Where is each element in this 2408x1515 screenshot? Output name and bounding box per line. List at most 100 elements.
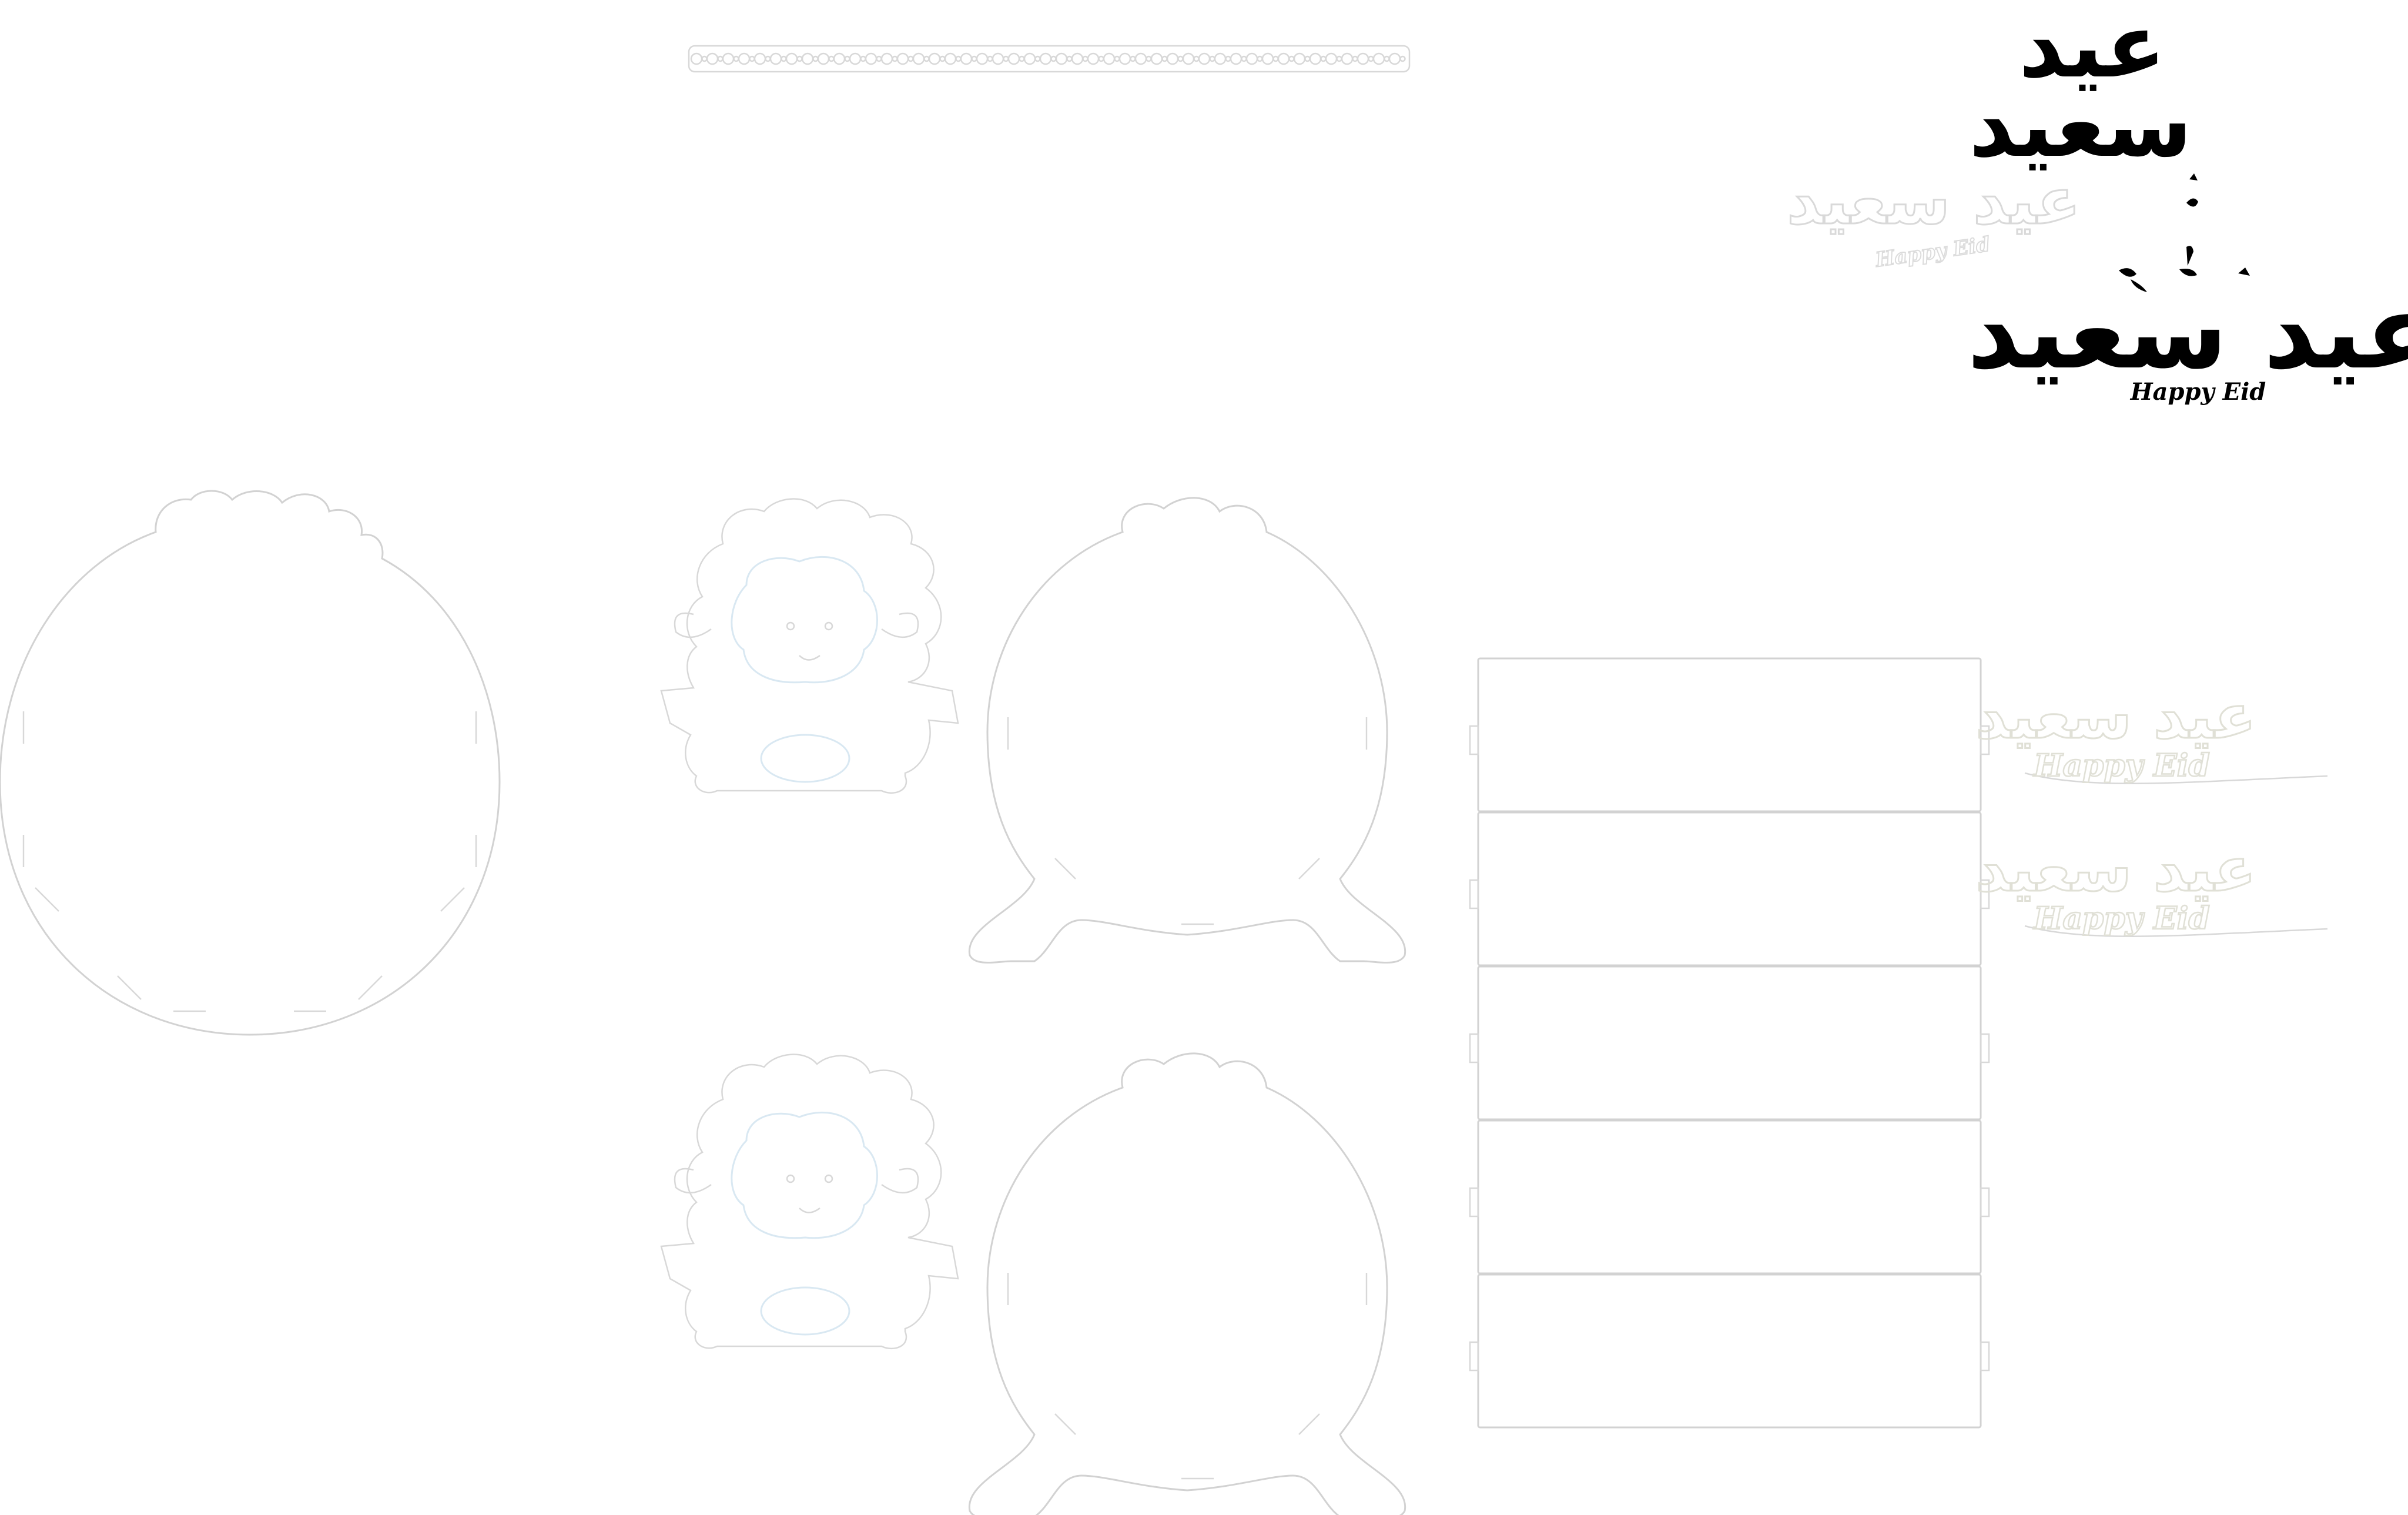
lace-loop [1039, 52, 1052, 65]
plaque-top-arabic: عيد سعيد [1975, 681, 2256, 753]
eid-word-top: عيد [2019, 0, 2166, 98]
lace-dot [892, 55, 898, 62]
lace-loop [1071, 52, 1084, 65]
lace-loop [722, 52, 735, 65]
lace-dot [907, 55, 914, 62]
lace-loop [706, 52, 719, 65]
large-round-panel [0, 490, 501, 1036]
lace-dot [1177, 55, 1184, 62]
lace-loop [1055, 52, 1068, 65]
plaque-top-english: Happy Eid [2032, 748, 2210, 784]
panel-tab [1469, 1033, 1479, 1063]
lace-dot [971, 55, 977, 62]
lace-dot [1384, 55, 1390, 62]
lace-loop [928, 52, 941, 65]
lace-dot [765, 55, 771, 62]
lace-dot [844, 55, 850, 62]
lace-dot [1050, 55, 1057, 62]
eid-calligraphy-wide: عيد سعيد Happy Eid [1967, 273, 2408, 406]
lace-loop [912, 52, 925, 65]
lace-dot [1352, 55, 1358, 62]
lace-dot [812, 55, 819, 62]
eid-calligraphy-stacked: عيد سعيد [1969, 0, 2192, 177]
lace-loop [1007, 52, 1020, 65]
side-panel [1477, 811, 1982, 966]
lace-loop [1134, 52, 1147, 65]
lace-dot [701, 55, 708, 62]
sheep-body-panel-top [968, 497, 1406, 964]
lace-dot [1320, 55, 1327, 62]
lace-loop [1357, 52, 1369, 65]
lace-loop [1372, 52, 1385, 65]
sheep-cutout-bottom [660, 1054, 959, 1350]
lace-dot [1209, 55, 1215, 62]
lace-loop [1087, 52, 1100, 65]
panel-tab [1469, 1187, 1479, 1218]
lace-dot [1066, 55, 1073, 62]
eid-plaque-top: عيد سعيد Happy Eid [1975, 680, 2328, 784]
lace-loop [817, 52, 830, 65]
lace-dot [1082, 55, 1089, 62]
panel-tab [1980, 879, 1990, 909]
lace-dot [1368, 55, 1374, 62]
lace-loop [1198, 52, 1211, 65]
happy-eid-caption: Happy Eid [2130, 378, 2266, 406]
lace-loop [1245, 52, 1258, 65]
lace-loop [1261, 52, 1274, 65]
side-panels [1469, 657, 1990, 1429]
lace-loop [1118, 52, 1131, 65]
ink-fragments [2119, 173, 2250, 292]
lace-loop [1150, 52, 1163, 65]
lace-loop [785, 52, 798, 65]
lace-dot [1003, 55, 1009, 62]
lace-dot [1304, 55, 1311, 62]
lace-loop [992, 52, 1004, 65]
lace-loop [976, 52, 989, 65]
lace-loop [1182, 52, 1195, 65]
lace-loop [801, 52, 814, 65]
lace-loop [1230, 52, 1242, 65]
lace-loop [896, 52, 909, 65]
lace-loop [1388, 52, 1401, 65]
saeed-word-top: سعيد [1969, 75, 2192, 177]
sheep-body-panel-bottom [968, 1052, 1406, 1515]
lace-loop [690, 52, 703, 65]
panel-tab [1469, 1341, 1479, 1372]
lace-dot [1399, 55, 1406, 62]
lace-loop [1293, 52, 1306, 65]
lace-loop [1023, 52, 1036, 65]
lace-dot [1225, 55, 1231, 62]
side-panel [1477, 1119, 1982, 1275]
lace-loop [1103, 52, 1116, 65]
eid-plaque-bottom: عيد سعيد Happy Eid [1975, 833, 2328, 937]
lace-loop [769, 52, 782, 65]
lace-loop [880, 52, 893, 65]
lace-loop [738, 52, 751, 65]
lace-dot [1288, 55, 1295, 62]
lace-strip [688, 45, 1411, 73]
lace-dot [1098, 55, 1104, 62]
lace-loop [1214, 52, 1227, 65]
lace-loop [960, 52, 973, 65]
lace-dot [1146, 55, 1152, 62]
lace-dot [828, 55, 835, 62]
lace-dot [1161, 55, 1168, 62]
lace-dot [1336, 55, 1342, 62]
lace-dot [1130, 55, 1136, 62]
lace-dot [1034, 55, 1041, 62]
eid-saeed-wide: عيد سعيد [1967, 273, 2408, 392]
lace-loop [849, 52, 862, 65]
lace-loop [1277, 52, 1290, 65]
panel-tab [1980, 1187, 1990, 1218]
lace-loop [753, 52, 766, 65]
lace-dot [876, 55, 882, 62]
lace-dot [1257, 55, 1263, 62]
lace-loop [944, 52, 957, 65]
panel-tab [1469, 725, 1479, 755]
side-panel [1477, 657, 1982, 812]
lace-dot [1272, 55, 1279, 62]
lace-dot [749, 55, 755, 62]
lace-loop [1341, 52, 1354, 65]
lace-dot [717, 55, 724, 62]
